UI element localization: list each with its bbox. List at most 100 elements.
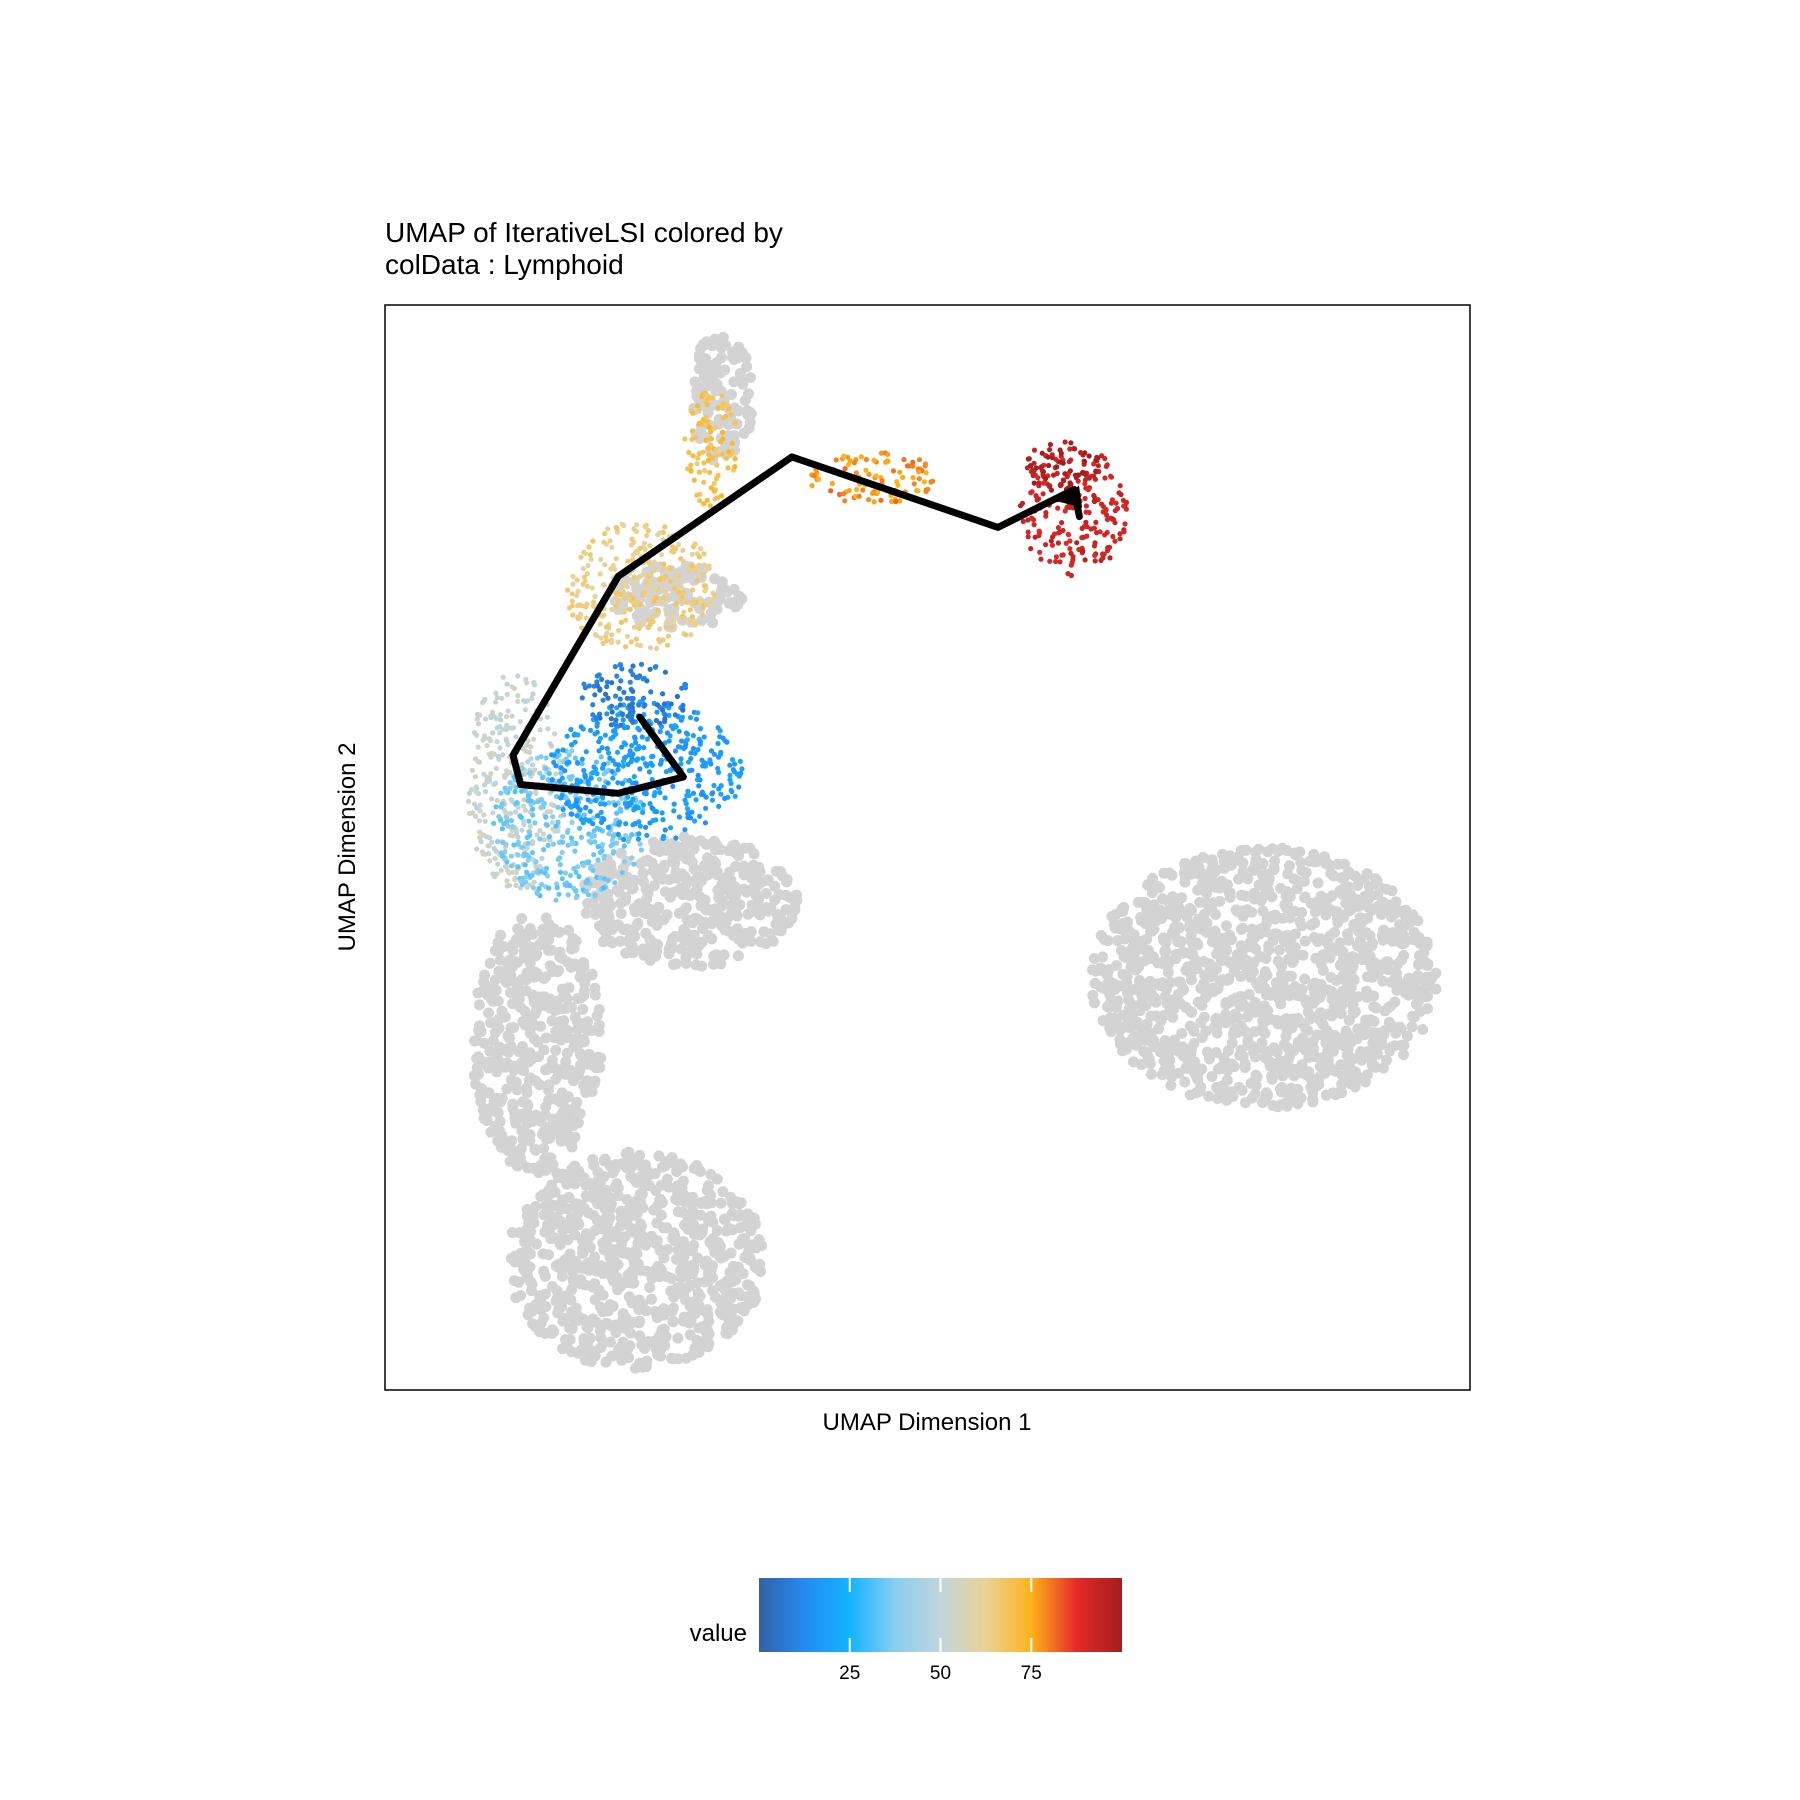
under-blue-point bbox=[769, 880, 781, 892]
lymphoid-lightblue-point bbox=[550, 814, 556, 820]
lymphoid-yellow-point bbox=[574, 593, 580, 599]
lymphoid-red-point bbox=[1067, 546, 1073, 552]
lymphoid-lightblue-point bbox=[518, 878, 524, 884]
lymphoid-yellow-point bbox=[661, 561, 667, 567]
lymphoid-lightblue-point bbox=[595, 844, 601, 850]
lower-arm-point bbox=[537, 1128, 548, 1140]
bottom-left-cluster-point bbox=[510, 1292, 522, 1304]
under-blue-point bbox=[729, 846, 741, 858]
right-cluster-point bbox=[1303, 1051, 1315, 1063]
lower-arm-point bbox=[496, 1093, 508, 1104]
right-cluster-point bbox=[1406, 1021, 1418, 1033]
lower-arm-point bbox=[567, 933, 579, 944]
bottom-left-cluster-point bbox=[646, 1293, 657, 1305]
lower-arm-point bbox=[484, 1045, 496, 1057]
right-cluster-point bbox=[1320, 1037, 1332, 1049]
lymphoid-blue-point bbox=[604, 711, 610, 717]
lymphoid-red-point bbox=[1040, 480, 1047, 486]
bottom-left-cluster-point bbox=[623, 1291, 635, 1303]
right-cluster-point bbox=[1102, 935, 1114, 947]
bottom-left-cluster-point bbox=[675, 1282, 687, 1294]
lymphoid-orange-point bbox=[869, 490, 876, 496]
bottom-left-cluster-point bbox=[632, 1238, 644, 1249]
right-cluster-point bbox=[1154, 980, 1166, 992]
lymphoid-cream-point bbox=[552, 731, 558, 737]
lymphoid-lightblue-point bbox=[554, 885, 560, 891]
lymphoid-amber-point bbox=[708, 436, 715, 442]
lymphoid-red-point bbox=[1095, 463, 1101, 469]
lymphoid-blue-point bbox=[605, 780, 611, 786]
mid-blob-point bbox=[730, 601, 741, 613]
right-cluster-point bbox=[1173, 976, 1185, 988]
lymphoid-lightblue-point bbox=[593, 759, 600, 765]
under-blue-point bbox=[786, 912, 798, 924]
lymphoid-yellow-point bbox=[658, 552, 665, 558]
bottom-left-cluster-point bbox=[546, 1324, 558, 1336]
right-cluster-point bbox=[1122, 916, 1133, 928]
under-blue-point bbox=[760, 902, 772, 914]
lymphoid-lightblue-point bbox=[561, 812, 567, 818]
lymphoid-blue-point bbox=[646, 769, 653, 775]
y-axis-label: UMAP Dimension 2 bbox=[334, 743, 361, 952]
lymphoid-yellow-point bbox=[574, 577, 580, 583]
right-cluster-point bbox=[1276, 1082, 1288, 1093]
lymphoid-darkblue-point bbox=[630, 663, 636, 669]
under-blue-point bbox=[698, 899, 710, 911]
lymphoid-amber-point bbox=[704, 419, 711, 425]
lymphoid-blue-point bbox=[663, 769, 669, 775]
lymphoid-blue-point bbox=[688, 750, 694, 756]
lymphoid-cream-point bbox=[510, 869, 516, 875]
lymphoid-blue-point bbox=[644, 736, 651, 742]
lymphoid-blue-point bbox=[641, 745, 647, 751]
lymphoid-blue-point bbox=[659, 810, 665, 816]
under-blue-point bbox=[690, 864, 702, 876]
lymphoid-blue-point bbox=[684, 806, 691, 812]
lymphoid-darkblue-point bbox=[659, 707, 666, 713]
lymphoid-red-point bbox=[1121, 503, 1127, 509]
under-blue-point bbox=[706, 933, 718, 945]
right-cluster-point bbox=[1127, 1056, 1139, 1068]
lymphoid-orange-point bbox=[901, 456, 907, 463]
right-cluster-point bbox=[1201, 926, 1213, 938]
under-blue-point bbox=[754, 866, 766, 878]
lymphoid-darkblue-point bbox=[640, 695, 647, 701]
right-cluster-point bbox=[1295, 1092, 1307, 1104]
right-cluster-point bbox=[1187, 948, 1199, 960]
under-blue-point bbox=[732, 950, 744, 962]
lymphoid-darkblue-point bbox=[614, 723, 620, 729]
right-cluster-point bbox=[1260, 926, 1272, 938]
lower-arm-point bbox=[522, 1100, 534, 1112]
lymphoid-blue-point bbox=[650, 817, 656, 824]
lymphoid-darkblue-point bbox=[635, 675, 641, 681]
lymphoid-orange-point bbox=[922, 461, 929, 467]
lymphoid-amber-point bbox=[690, 410, 696, 416]
lymphoid-blue-point bbox=[687, 715, 694, 721]
lymphoid-red-point bbox=[1082, 495, 1088, 502]
bottom-left-cluster-point bbox=[678, 1236, 689, 1248]
right-cluster-point bbox=[1205, 971, 1217, 983]
right-cluster-point bbox=[1280, 890, 1292, 902]
lymphoid-red-point bbox=[1085, 487, 1091, 493]
lower-arm-point bbox=[540, 1064, 552, 1076]
lymphoid-cream-point bbox=[472, 801, 478, 807]
lymphoid-lightblue-point bbox=[603, 769, 609, 775]
right-cluster-point bbox=[1203, 1090, 1215, 1102]
bottom-left-cluster-point bbox=[513, 1276, 525, 1288]
lymphoid-yellow-point bbox=[586, 544, 592, 550]
lymphoid-red-point bbox=[1065, 531, 1071, 537]
lymphoid-cream-point bbox=[504, 681, 510, 687]
lymphoid-yellow-point bbox=[584, 571, 590, 577]
lymphoid-blue-point bbox=[652, 790, 658, 796]
lymphoid-darkblue-point bbox=[599, 676, 605, 683]
lymphoid-yellow-point bbox=[662, 524, 668, 530]
lymphoid-darkblue-point bbox=[614, 673, 620, 679]
right-cluster-point bbox=[1422, 1003, 1434, 1015]
lymphoid-blue-point bbox=[608, 736, 614, 742]
lymphoid-yellow-point bbox=[631, 624, 638, 630]
lymphoid-lightblue-point bbox=[515, 864, 521, 870]
lymphoid-darkblue-point bbox=[660, 691, 666, 697]
lymphoid-red-dark-point bbox=[1031, 480, 1037, 486]
lymphoid-blue-point bbox=[662, 795, 668, 801]
right-cluster-point bbox=[1189, 1056, 1201, 1068]
